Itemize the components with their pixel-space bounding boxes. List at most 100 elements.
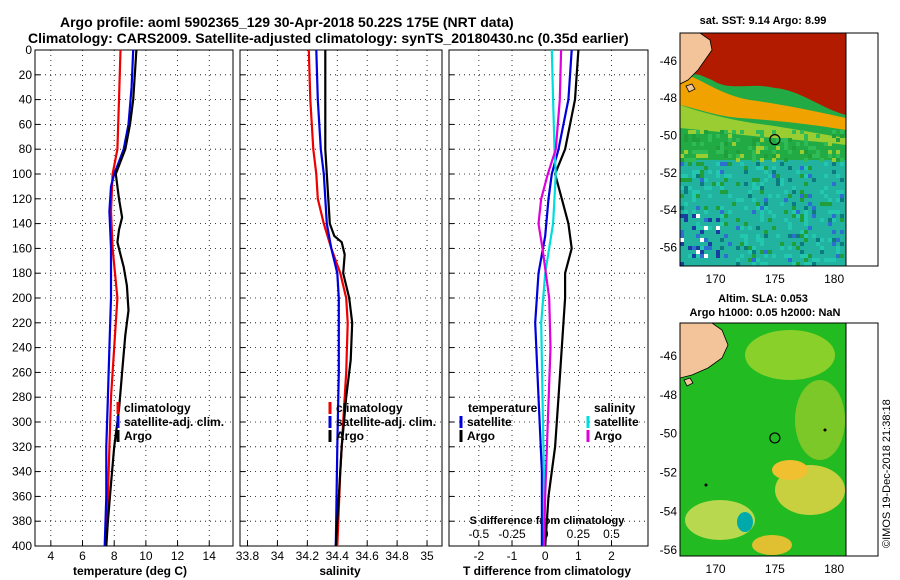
map-y-tick-label: -54 (660, 504, 678, 518)
map-y-tick-label: -54 (660, 203, 678, 217)
sst-pixel (800, 214, 804, 218)
sst-pixel (780, 202, 784, 206)
sst-pixel (832, 182, 836, 186)
salinity-panel: salinity (239, 49, 443, 578)
sst-pixel (720, 182, 724, 186)
sst-pixel (756, 186, 760, 190)
sst-pixel (804, 222, 808, 226)
sst-pixel (800, 198, 804, 202)
y-tick-label: 200 (12, 291, 32, 305)
data-series (103, 49, 580, 547)
sst-pixel (744, 246, 748, 250)
sst-pixel (684, 158, 688, 162)
map-y-tick-label: -52 (660, 466, 678, 480)
sst-pixel (784, 146, 788, 150)
sst-pixel (764, 206, 768, 210)
sst-pixel (704, 150, 708, 154)
sla-patch-1 (745, 330, 835, 380)
sst-pixel (716, 182, 720, 186)
sst-pixel (784, 198, 788, 202)
sst-pixel (760, 218, 764, 222)
sst-pixel (680, 262, 684, 266)
sst-pixel (772, 174, 776, 178)
sst-pixel (836, 254, 840, 258)
sst-pixel (824, 258, 828, 262)
sst-pixel (752, 198, 756, 202)
sst-pixel (760, 182, 764, 186)
sst-pixel (696, 206, 700, 210)
new-zealand-land (680, 33, 713, 85)
sla-patch-4 (772, 460, 808, 480)
sst-pixel (680, 194, 684, 198)
sst-pixel (692, 194, 696, 198)
x-tick-label: 4 (47, 549, 54, 563)
sst-pixel (716, 206, 720, 210)
sst-pixel (788, 178, 792, 182)
sst-pixel (820, 158, 824, 162)
sst-pixel (724, 150, 728, 154)
sst-pixel (792, 130, 796, 134)
sst-pixel (748, 258, 752, 262)
sst-pixel (716, 174, 720, 178)
sst-pixel (836, 250, 840, 254)
sst-front (680, 72, 846, 130)
sst-pixel (812, 134, 816, 138)
sst-pixel (708, 246, 712, 250)
sst-pixel (744, 206, 748, 210)
sst-pixel (840, 162, 844, 166)
sst-pixel (832, 218, 836, 222)
sst-pixel (824, 194, 828, 198)
sst-pixel (764, 178, 768, 182)
sst-map-image (680, 33, 846, 266)
sst-pixel (784, 218, 788, 222)
y-tick-label: 320 (12, 440, 32, 454)
sst-pixel (692, 190, 696, 194)
map-x-tick-label: 180 (824, 562, 844, 576)
sst-pixel (796, 262, 800, 266)
sst-pixel (700, 178, 704, 182)
sst-pixel (696, 150, 700, 154)
sst-pixel (692, 158, 696, 162)
sst-pixel (804, 262, 808, 266)
s-x-tick-label: 0.5 (603, 527, 620, 541)
sst-pixel (832, 158, 836, 162)
sla-map-title-2: Argo h1000: 0.05 h2000: NaN (689, 307, 840, 319)
sst-pixel (740, 198, 744, 202)
map-y-tick-label: -50 (660, 427, 678, 441)
sst-pixel (832, 170, 836, 174)
sst-speckle (680, 130, 844, 266)
sst-pixel (696, 234, 700, 238)
temperature-panel: temperature (deg C) (34, 49, 234, 578)
sst-pixel (724, 254, 728, 258)
sst-pixel (744, 242, 748, 246)
sst-pixel (680, 234, 684, 238)
legend-label-satellite: satellite-adj. clim. (336, 415, 436, 429)
sst-pixel (808, 202, 812, 206)
sst-pixel (708, 194, 712, 198)
sst-pixel (840, 134, 844, 138)
sst-pixel (696, 226, 700, 230)
legend-label-t-argo: Argo (467, 429, 495, 443)
sst-pixel (788, 194, 792, 198)
sst-pixel (724, 190, 728, 194)
sst-pixel (744, 182, 748, 186)
sst-pixel (720, 238, 724, 242)
sst-pixel (792, 262, 796, 266)
sst-pixel (804, 230, 808, 234)
sst-pixel (704, 154, 708, 158)
sst-pixel (816, 258, 820, 262)
sst-pixel (724, 154, 728, 158)
sst-pixel (736, 154, 740, 158)
y-tick-label: 380 (12, 514, 32, 528)
sst-pixel (756, 258, 760, 262)
sst-pixel (780, 242, 784, 246)
sst-pixel (680, 162, 684, 166)
sst-pixel (768, 218, 772, 222)
sst-pixel (760, 166, 764, 170)
sst-pixel (744, 166, 748, 170)
sst-pixel (840, 254, 844, 258)
sst-pixel (752, 186, 756, 190)
sst-pixel (804, 238, 808, 242)
sst-pixel (756, 138, 760, 142)
sst-map: sat. SST: 9.14 Argo: 8.99 (679, 15, 879, 267)
